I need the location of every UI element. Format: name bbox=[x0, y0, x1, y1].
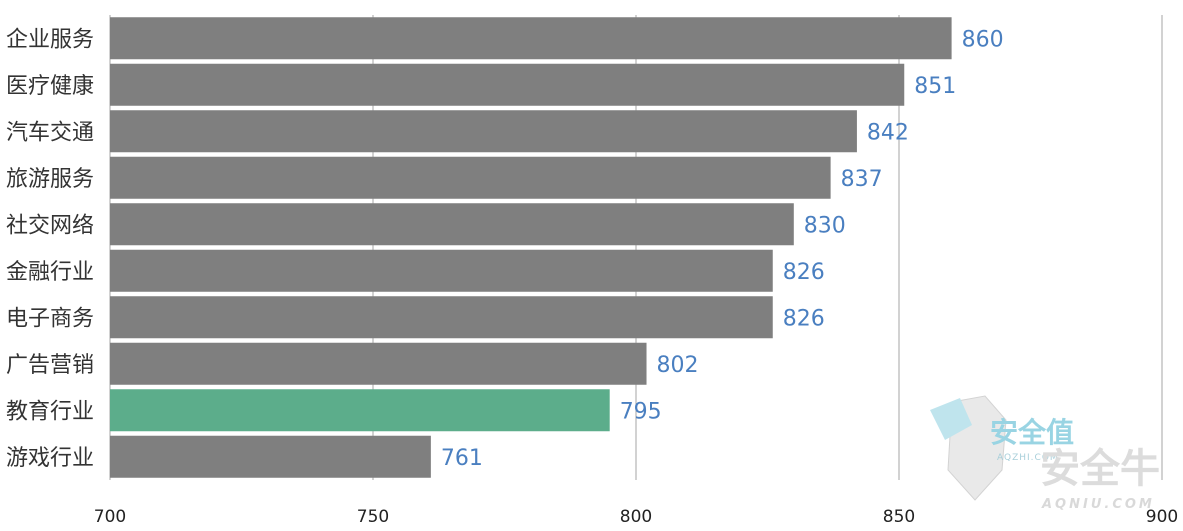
value-label: 826 bbox=[783, 306, 825, 331]
x-tick-label: 800 bbox=[620, 507, 652, 527]
category-label: 汽车交通 bbox=[6, 120, 94, 145]
category-label: 医疗健康 bbox=[6, 74, 94, 99]
category-label: 教育行业 bbox=[6, 399, 94, 424]
bar-7 bbox=[110, 342, 647, 385]
bar-3 bbox=[110, 156, 831, 199]
value-label: 826 bbox=[783, 260, 825, 285]
x-tick-label: 700 bbox=[94, 507, 126, 527]
value-label: 830 bbox=[804, 213, 846, 238]
bar-2 bbox=[110, 110, 857, 153]
x-axis-ticks: 700 750 800 850 900 bbox=[94, 507, 1178, 527]
x-tick-label: 750 bbox=[357, 507, 389, 527]
watermark: 安全值 AQZHI.COM 安全牛 AQNIU.COM bbox=[930, 395, 1160, 512]
bar-0 bbox=[110, 17, 952, 60]
category-label: 企业服务 bbox=[6, 27, 94, 52]
shield-accent-icon bbox=[930, 398, 972, 440]
category-label: 电子商务 bbox=[6, 306, 94, 331]
watermark-top-sub: AQZHI.COM bbox=[997, 453, 1059, 463]
category-label: 金融行业 bbox=[6, 260, 94, 285]
category-label: 旅游服务 bbox=[6, 167, 94, 192]
bar-4 bbox=[110, 203, 794, 246]
value-label: 802 bbox=[657, 353, 699, 378]
watermark-bottom-sub: AQNIU.COM bbox=[1041, 497, 1155, 512]
bar-9 bbox=[110, 435, 431, 478]
value-label: 837 bbox=[841, 167, 883, 192]
watermark-bottom-text: 安全牛 bbox=[1040, 446, 1160, 492]
value-label: 851 bbox=[914, 74, 956, 99]
category-label: 广告营销 bbox=[6, 353, 94, 378]
watermark-top-text: 安全值 bbox=[990, 416, 1074, 449]
bar-5 bbox=[110, 249, 773, 292]
bar-1 bbox=[110, 63, 905, 106]
value-label: 860 bbox=[962, 27, 1004, 52]
value-label: 795 bbox=[620, 399, 662, 424]
category-label: 社交网络 bbox=[6, 213, 94, 238]
category-label: 游戏行业 bbox=[6, 446, 94, 471]
x-tick-label: 900 bbox=[1146, 507, 1178, 527]
x-tick-label: 850 bbox=[883, 507, 915, 527]
value-label: 761 bbox=[441, 446, 483, 471]
value-label: 842 bbox=[867, 120, 909, 145]
bar-6 bbox=[110, 296, 773, 339]
bar-8 bbox=[110, 389, 610, 432]
bars bbox=[110, 17, 952, 478]
